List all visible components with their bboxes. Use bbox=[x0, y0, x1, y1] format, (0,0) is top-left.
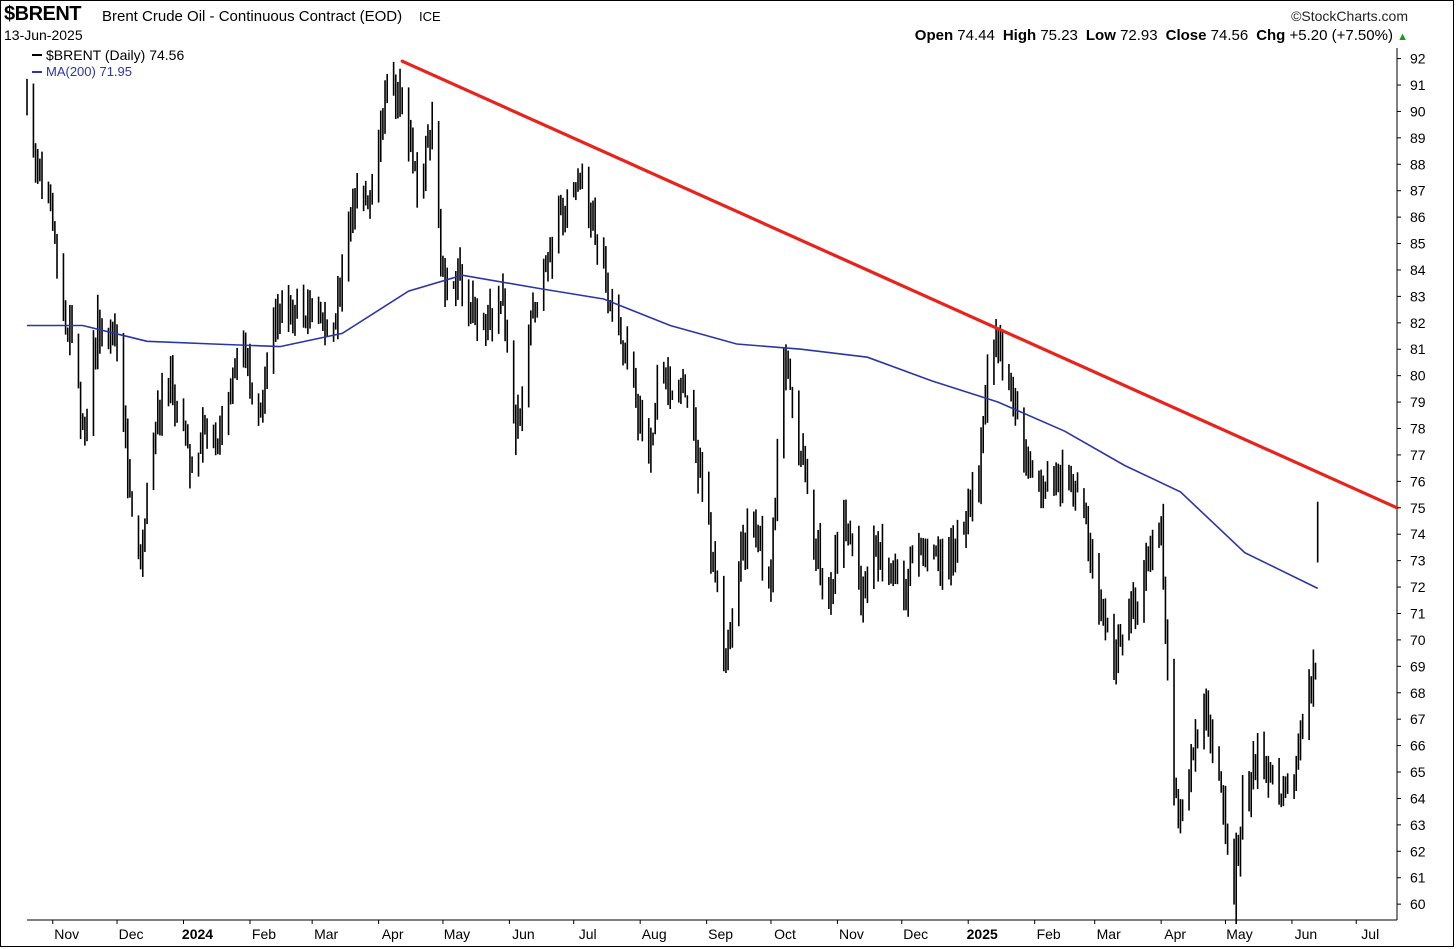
x-tick-label: Feb bbox=[1037, 926, 1061, 942]
logo-text: StockCharts.com bbox=[1301, 8, 1408, 24]
y-tick-label: 60 bbox=[1410, 896, 1426, 912]
trendline-group bbox=[400, 59, 1399, 510]
x-tick-label: Nov bbox=[54, 926, 79, 942]
y-tick-label: 78 bbox=[1410, 421, 1426, 437]
x-tick-label: Jun bbox=[512, 926, 535, 942]
y-tick-label: 86 bbox=[1410, 209, 1426, 225]
ma-line-group bbox=[27, 274, 1319, 590]
y-tick-label: 73 bbox=[1410, 553, 1426, 569]
y-tick-label: 74 bbox=[1410, 526, 1426, 542]
instrument-description: Brent Crude Oil - Continuous Contract (E… bbox=[102, 8, 403, 25]
x-tick-label: Mar bbox=[314, 926, 338, 942]
y-axis: 60 61 62 63 64 65 66 67 68 69 70 71 72 73 74 75 76 77 78 79… bbox=[1397, 51, 1426, 912]
y-tick-label: 84 bbox=[1410, 262, 1426, 278]
y-tick-label: 77 bbox=[1410, 447, 1426, 463]
y-tick-label: 82 bbox=[1410, 315, 1426, 331]
chg-value: +5.20 (+7.50%) bbox=[1289, 27, 1393, 44]
y-tick-label: 65 bbox=[1410, 764, 1426, 780]
x-tick-label: Apr bbox=[382, 926, 404, 942]
y-tick-label: 70 bbox=[1410, 632, 1426, 648]
x-tick-label: Feb bbox=[252, 926, 276, 942]
high-label: High bbox=[1002, 27, 1037, 44]
low-value: 72.93 bbox=[1120, 27, 1158, 44]
price-bars bbox=[26, 61, 1319, 924]
y-tick-label: 81 bbox=[1410, 341, 1426, 357]
y-tick-label: 87 bbox=[1410, 183, 1426, 199]
close-value: 74.56 bbox=[1210, 27, 1249, 44]
ohlc-readout: Open 74.44 High 75.23 Low 72.93 Close 74.56… bbox=[915, 27, 1408, 44]
y-tick-label: 62 bbox=[1410, 843, 1426, 859]
y-tick-label: 69 bbox=[1410, 658, 1426, 674]
open-label: Open bbox=[914, 27, 954, 44]
x-tick-label: Oct bbox=[774, 926, 796, 942]
plot-area bbox=[27, 48, 1398, 921]
ma-200-line bbox=[27, 274, 1319, 590]
stockcharts-logo[interactable]: ©StockCharts.com bbox=[1291, 8, 1408, 24]
x-tick-label: May bbox=[1226, 926, 1252, 942]
y-tick-label: 89 bbox=[1410, 130, 1426, 146]
x-tick-label: 2025 bbox=[967, 926, 998, 942]
high-value: 75.23 bbox=[1040, 27, 1078, 44]
x-tick-label: Sep bbox=[708, 926, 733, 942]
y-tick-label: 64 bbox=[1410, 790, 1426, 806]
low-label: Low bbox=[1085, 27, 1116, 44]
legend-ma-label: MA(200) 71.95 bbox=[46, 64, 132, 79]
y-tick-label: 68 bbox=[1410, 685, 1426, 701]
y-tick-label: 79 bbox=[1410, 394, 1426, 410]
open-value: 74.44 bbox=[957, 27, 995, 44]
x-tick-label: Jul bbox=[579, 926, 597, 942]
x-tick-label: Jul bbox=[1361, 926, 1379, 942]
legend-price-label: $BRENT (Daily) 74.56 bbox=[46, 47, 184, 63]
copyright-icon: © bbox=[1291, 8, 1302, 24]
x-tick-label: May bbox=[444, 926, 470, 942]
close-label: Close bbox=[1165, 27, 1207, 44]
chg-label: Chg bbox=[1256, 27, 1286, 44]
x-tick-label: Mar bbox=[1097, 926, 1121, 942]
y-tick-label: 67 bbox=[1410, 711, 1426, 727]
x-tick-label: Nov bbox=[839, 926, 864, 942]
chart-legend: $BRENT (Daily) 74.56 MA(200) 71.95 bbox=[32, 47, 184, 79]
up-triangle-icon: ▲ bbox=[1397, 31, 1408, 43]
y-tick-label: 63 bbox=[1410, 817, 1426, 833]
y-tick-label: 61 bbox=[1410, 870, 1426, 886]
y-tick-label: 88 bbox=[1410, 156, 1426, 172]
chart-date: 13-Jun-2025 bbox=[4, 27, 83, 43]
y-tick-label: 71 bbox=[1410, 605, 1426, 621]
exchange-label: ICE bbox=[419, 9, 441, 24]
x-tick-label: Apr bbox=[1164, 926, 1186, 942]
y-tick-label: 91 bbox=[1410, 77, 1426, 93]
y-tick-label: 83 bbox=[1410, 288, 1426, 304]
y-tick-label: 80 bbox=[1410, 368, 1426, 384]
y-tick-label: 76 bbox=[1410, 473, 1426, 489]
y-tick-label: 75 bbox=[1410, 500, 1426, 516]
x-tick-label: Jun bbox=[1295, 926, 1318, 942]
x-tick-label: Aug bbox=[642, 926, 667, 942]
trendline bbox=[400, 59, 1399, 510]
y-tick-label: 85 bbox=[1410, 236, 1426, 252]
y-tick-label: 92 bbox=[1410, 51, 1426, 67]
x-tick-label: Dec bbox=[903, 926, 928, 942]
y-tick-label: 72 bbox=[1410, 579, 1426, 595]
symbol-title: $BRENT bbox=[4, 3, 82, 25]
y-tick-label: 66 bbox=[1410, 738, 1426, 754]
x-axis: Nov Dec 2024 Feb Mar Apr May Jun Jul Aug Sep Oct Nov… bbox=[52, 920, 1379, 942]
y-tick-label: 90 bbox=[1410, 103, 1426, 119]
x-tick-label: 2024 bbox=[182, 926, 213, 942]
x-tick-label: Dec bbox=[119, 926, 144, 942]
